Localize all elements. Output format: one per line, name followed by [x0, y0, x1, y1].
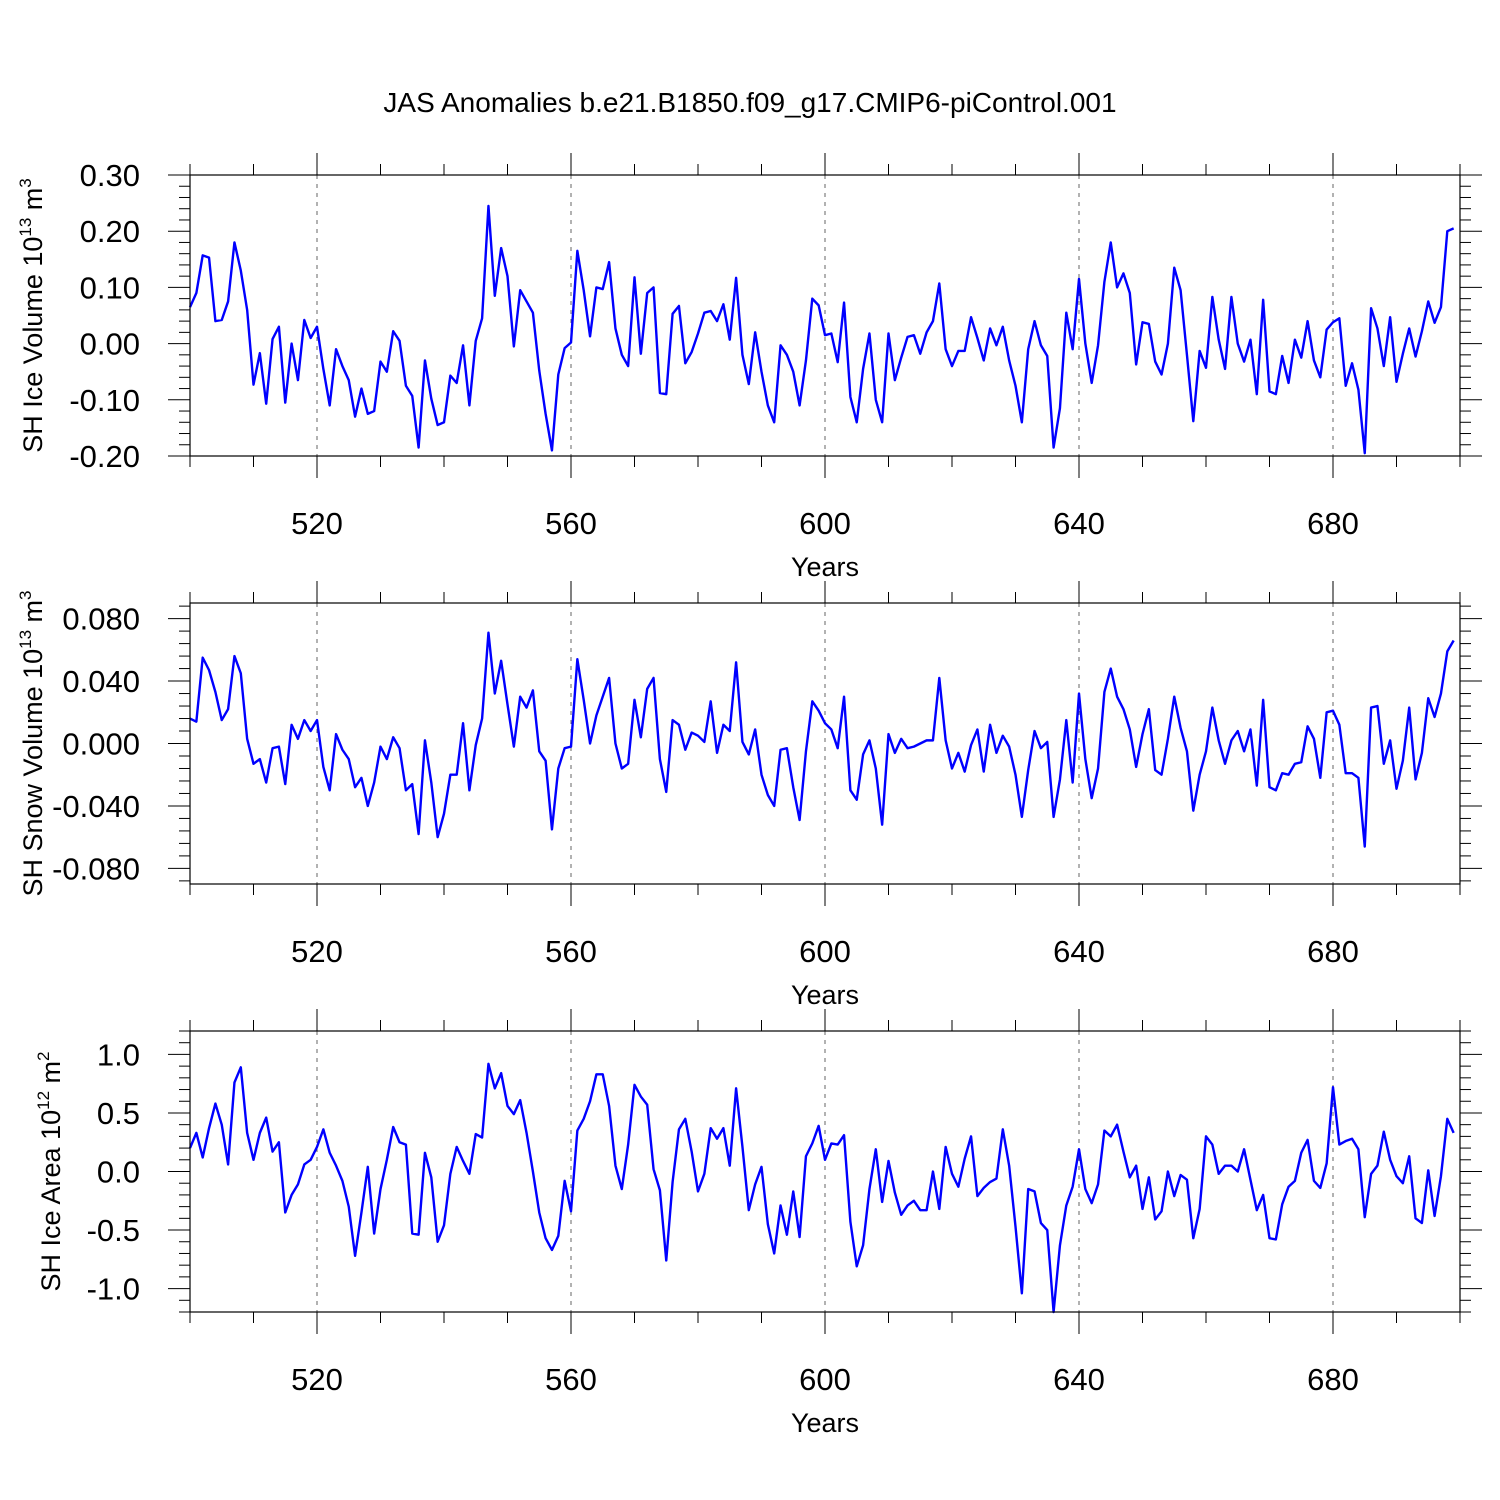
- series-line: [188, 1062, 1455, 1314]
- x-tick-label: 680: [1307, 934, 1359, 969]
- y-axis-title-exponent: 13: [16, 218, 35, 237]
- y-tick-label: 0.00: [80, 327, 140, 362]
- y-axis-title-unit-exponent: 2: [34, 1052, 53, 1061]
- x-tick-label: 520: [291, 506, 343, 541]
- y-axis-title-unit: m: [18, 600, 48, 630]
- y-tick-label: 0.20: [80, 214, 140, 249]
- y-tick-label: -1.0: [87, 1272, 140, 1307]
- panels: -0.20 -0.10 0.00 0.10 0.20 0.30 520 560 600 640 68…: [16, 153, 1482, 1438]
- x-axis-title: Years: [791, 1408, 859, 1438]
- x-tick-label: 640: [1053, 1362, 1105, 1397]
- y-axis-title: SH Ice Volume 1013 m3: [16, 178, 48, 453]
- x-tick-label: 520: [291, 1362, 343, 1397]
- panel-1: -0.20 -0.10 0.00 0.10 0.20 0.30 520 560 600 640 68…: [16, 153, 1482, 582]
- x-tick-label: 600: [799, 1362, 851, 1397]
- y-axis-title-exponent: 12: [34, 1091, 53, 1110]
- x-tick-label: 600: [799, 506, 851, 541]
- y-axis-title: SH Ice Area 1012 m2: [34, 1052, 66, 1292]
- y-axis-title-unit-exponent: 3: [16, 178, 35, 187]
- y-tick-label: 0.0: [97, 1155, 140, 1190]
- panel-3: -1.0 -0.5 0.0 0.5 1.0 520 560 600 640 680 Years SH …: [34, 1009, 1482, 1438]
- panel-2: -0.080 -0.040 0.000 0.040 0.080 520 560 600 640 6…: [16, 581, 1482, 1010]
- y-tick-label: 0.040: [62, 664, 140, 699]
- x-axis-title: Years: [791, 980, 859, 1010]
- y-tick-label: -0.20: [69, 439, 140, 474]
- y-axis-title-exponent: 13: [16, 630, 35, 649]
- y-tick-label: 0.10: [80, 270, 140, 305]
- x-tick-label: 680: [1307, 506, 1359, 541]
- y-tick-label: 0.5: [97, 1096, 140, 1131]
- y-axis-title-unit-exponent: 3: [16, 590, 35, 599]
- y-tick-label: 0.000: [62, 727, 140, 762]
- x-tick-label: 560: [545, 506, 597, 541]
- y-axis-title-unit: m: [36, 1061, 66, 1091]
- y-tick-label: 0.30: [80, 158, 140, 193]
- y-tick-label: -0.040: [52, 789, 140, 824]
- series-line: [188, 204, 1455, 455]
- x-tick-label: 640: [1053, 506, 1105, 541]
- x-axis-title: Years: [791, 552, 859, 582]
- y-tick-label: -0.080: [52, 851, 140, 886]
- x-tick-label: 680: [1307, 1362, 1359, 1397]
- y-axis-title-text: SH Snow Volume 10: [18, 649, 48, 897]
- series-line: [189, 631, 1455, 848]
- y-tick-label: -0.5: [87, 1213, 140, 1248]
- x-tick-label: 560: [545, 934, 597, 969]
- x-tick-label: 600: [799, 934, 851, 969]
- y-tick-label: -0.10: [69, 383, 140, 418]
- y-axis-title-text: SH Ice Volume 10: [18, 237, 48, 453]
- figure-title: JAS Anomalies b.e21.B1850.f09_g17.CMIP6-…: [383, 87, 1116, 118]
- x-tick-label: 560: [545, 1362, 597, 1397]
- y-axis-title: SH Snow Volume 1013 m3: [16, 590, 48, 896]
- x-tick-label: 520: [291, 934, 343, 969]
- y-axis-title-text: SH Ice Area 10: [36, 1110, 66, 1292]
- y-tick-label: 1.0: [97, 1037, 140, 1072]
- y-axis-title-unit: m: [18, 188, 48, 218]
- y-tick-label: 0.080: [62, 602, 140, 637]
- x-tick-label: 640: [1053, 934, 1105, 969]
